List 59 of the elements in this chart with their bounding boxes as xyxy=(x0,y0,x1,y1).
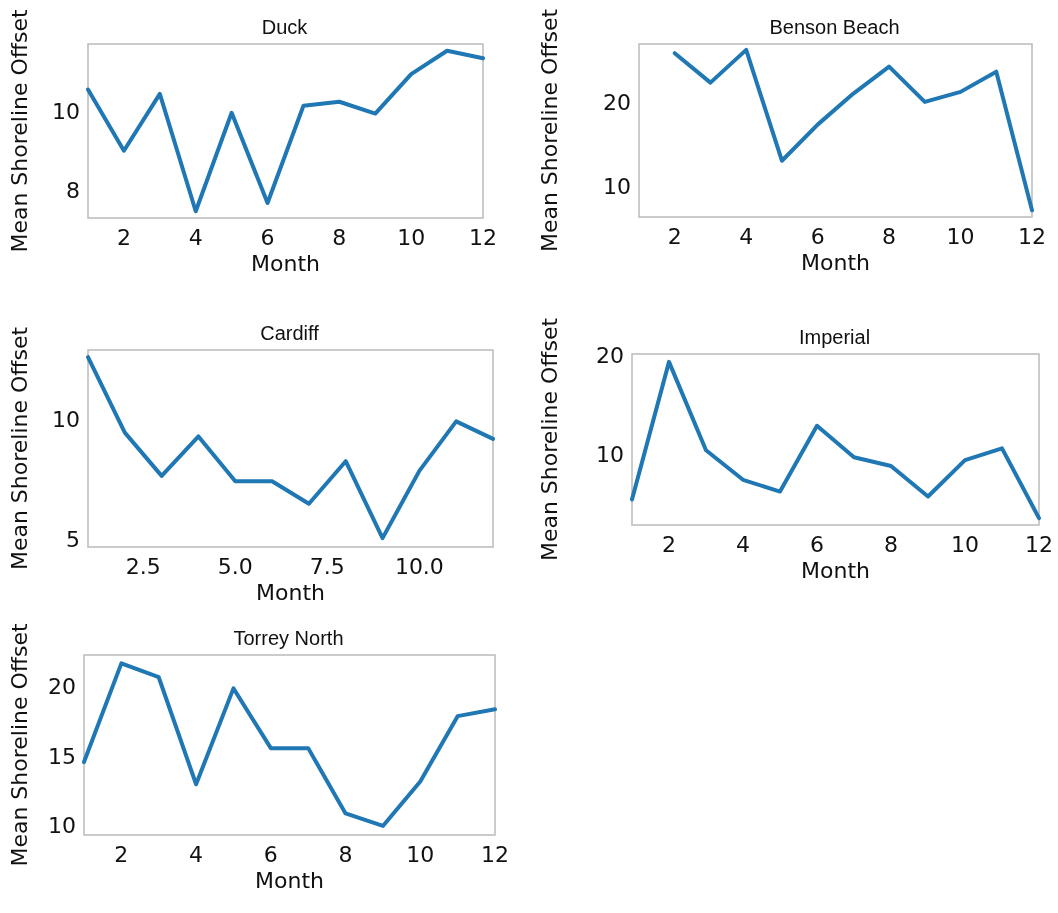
x-tick-label: 8 xyxy=(332,224,347,250)
y-tick-label: 20 xyxy=(603,90,631,116)
x-tick-label: 2 xyxy=(114,841,129,867)
x-tick-label: 10 xyxy=(946,223,975,249)
y-tick-label: 20 xyxy=(48,674,76,700)
x-tick-label: 6 xyxy=(260,224,275,250)
y-axis-title: Mean Shoreline Offset xyxy=(536,317,562,562)
x-tick-label: 10 xyxy=(951,531,979,557)
line-series xyxy=(630,359,1041,521)
x-tick-label: 4 xyxy=(736,531,750,557)
line-series xyxy=(672,47,1034,213)
x-tick-label: 10 xyxy=(397,224,426,250)
x-tick-label: 10.0 xyxy=(394,553,444,579)
y-axis-title: Mean Shoreline Offset xyxy=(536,8,562,253)
chart-title: Imperial xyxy=(798,326,871,348)
y-axis-title: Mean Shoreline Offset xyxy=(6,9,32,253)
y-tick-label: 20 xyxy=(596,343,624,369)
y-tick-label: 15 xyxy=(48,743,76,769)
x-tick-label: 2.5 xyxy=(125,553,161,579)
chart-title: Duck xyxy=(261,16,309,38)
x-axis-title: Month xyxy=(801,558,870,584)
y-axis-title: Mean Shoreline Offset xyxy=(6,326,32,571)
x-tick-label: 12 xyxy=(1025,531,1053,557)
line-series xyxy=(86,48,485,214)
x-tick-label: 8 xyxy=(884,531,898,557)
x-tick-label: 12 xyxy=(469,224,497,250)
x-tick-label: 4 xyxy=(739,223,754,249)
x-tick-label: 5.0 xyxy=(217,553,253,579)
x-tick-label: 8 xyxy=(882,223,897,249)
line-series xyxy=(82,661,497,828)
x-axis-title: Month xyxy=(801,250,870,276)
x-axis-title: Month xyxy=(255,868,324,894)
chart-title: Cardiff xyxy=(260,322,320,344)
chart-title: Benson Beach xyxy=(769,16,900,38)
y-axis-title: Mean Shoreline Offset xyxy=(6,623,32,867)
x-tick-label: 2 xyxy=(667,223,682,249)
y-tick-label: 10 xyxy=(596,441,624,467)
x-axis-title: Month xyxy=(256,580,325,606)
chart-title: Torrey North xyxy=(233,627,344,649)
y-tick-label: 10 xyxy=(52,407,80,433)
y-tick-label: 5 xyxy=(66,527,80,553)
x-tick-label: 10 xyxy=(406,841,435,867)
x-tick-label: 2 xyxy=(662,531,676,557)
x-axis-title: Month xyxy=(251,251,320,277)
x-tick-label: 4 xyxy=(188,224,203,250)
line-series xyxy=(86,355,495,541)
x-tick-label: 6 xyxy=(810,531,824,557)
x-tick-label: 7.5 xyxy=(309,553,345,579)
x-tick-label: 12 xyxy=(1018,223,1046,249)
x-tick-label: 4 xyxy=(189,841,204,867)
y-tick-label: 10 xyxy=(603,174,631,200)
y-tick-label: 8 xyxy=(66,177,80,203)
x-tick-label: 12 xyxy=(481,841,509,867)
y-tick-label: 10 xyxy=(48,813,76,839)
x-tick-label: 6 xyxy=(263,841,278,867)
x-tick-label: 2 xyxy=(116,224,131,250)
y-tick-label: 10 xyxy=(52,98,80,124)
x-tick-label: 6 xyxy=(810,223,825,249)
x-tick-label: 8 xyxy=(338,841,353,867)
